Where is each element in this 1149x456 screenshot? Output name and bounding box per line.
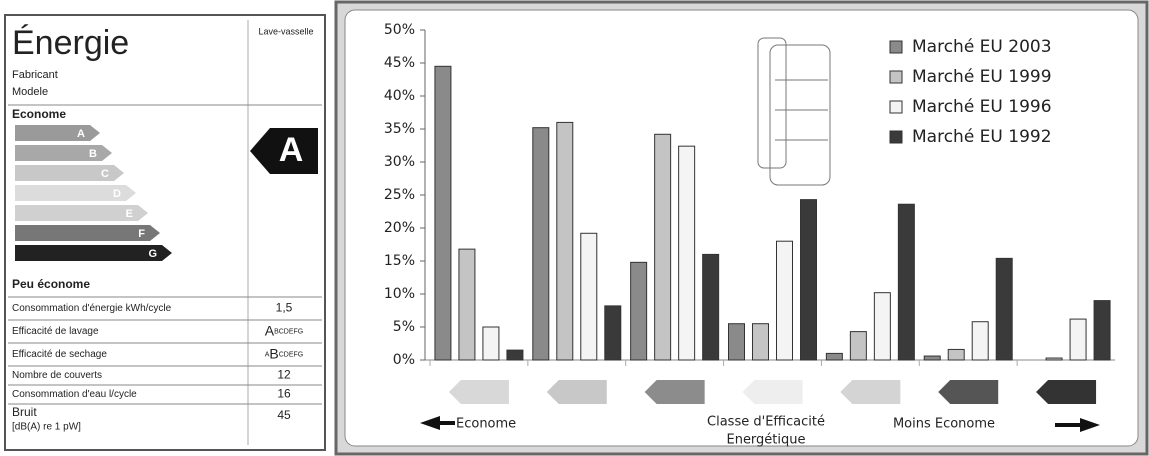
bar [777, 241, 793, 360]
class-arrow [743, 380, 803, 404]
bar [557, 122, 573, 360]
row-value: 1,5 [276, 301, 293, 315]
bar [581, 233, 597, 360]
bar [533, 128, 549, 360]
bar [996, 258, 1012, 360]
class-arrow [449, 380, 509, 404]
page: Énergie Lave-vasselle Fabricant Modele E… [0, 0, 1149, 456]
grade: B [269, 345, 278, 361]
bar [924, 356, 940, 360]
bar [850, 332, 866, 360]
class-bar [15, 125, 100, 141]
bar [655, 134, 671, 360]
class-letter: F [138, 228, 145, 240]
legend-label: Marché EU 1996 [912, 97, 1052, 117]
legend-label: Marché EU 1992 [912, 127, 1052, 147]
class-bar [15, 145, 112, 161]
bar [801, 200, 817, 360]
bar [483, 327, 499, 360]
grade-scale: CDEFG [279, 351, 304, 358]
row-label: Nombre de couverts [12, 370, 102, 381]
y-tick-label: 5% [393, 319, 415, 335]
bar [435, 66, 451, 360]
annotation-right: Moins Econome [893, 417, 995, 432]
efficient-label: Econome [12, 107, 66, 121]
class-arrow [547, 380, 607, 404]
bar [898, 204, 914, 360]
legend-label: Marché EU 1999 [912, 67, 1052, 87]
class-letter: D [113, 188, 121, 200]
legend-swatch [890, 71, 902, 83]
x-axis-label: Classe d'Efficacité [707, 415, 825, 430]
bar [507, 350, 523, 360]
class-arrow [645, 380, 705, 404]
y-tick-label: 25% [384, 187, 415, 203]
class-letter: G [148, 248, 157, 260]
bar [703, 254, 719, 360]
legend-swatch [890, 131, 902, 143]
energy-label: Énergie Lave-vasselle Fabricant Modele E… [5, 15, 325, 450]
bar [679, 146, 695, 360]
class-arrow [840, 380, 900, 404]
row-sublabel: [dB(A) re 1 pW] [12, 422, 81, 433]
class-arrow [938, 380, 998, 404]
x-axis-label: Energétique [726, 433, 805, 448]
bar [753, 324, 769, 360]
legend-swatch [890, 41, 902, 53]
bar [1046, 358, 1062, 360]
bar [605, 306, 621, 360]
bar [459, 249, 475, 360]
y-tick-label: 30% [384, 154, 415, 170]
label-title: Énergie [12, 24, 129, 62]
y-tick-label: 35% [384, 121, 415, 137]
y-tick-label: 20% [384, 220, 415, 236]
grade-scale: BCDEFG [274, 328, 303, 335]
row-value: 12 [277, 368, 291, 382]
y-tick-label: 40% [384, 88, 415, 104]
bar [729, 324, 745, 360]
maker-label: Fabricant [12, 69, 58, 81]
y-tick-label: 45% [384, 55, 415, 71]
y-tick-label: 15% [384, 253, 415, 269]
model-label: Modele [12, 86, 48, 98]
annotation-left: Econome [456, 417, 516, 432]
class-arrow [1036, 380, 1096, 404]
inefficient-label: Peu économe [12, 277, 90, 291]
class-letter: E [126, 208, 133, 220]
class-letter: B [89, 148, 97, 160]
bar [972, 322, 988, 360]
appliance: Lave-vasselle [258, 26, 313, 36]
rating: A [279, 131, 304, 169]
bar [1094, 301, 1110, 360]
class-letter: C [101, 168, 109, 180]
row-value: 16 [277, 387, 291, 401]
row-label: Efficacité de lavage [12, 326, 99, 337]
bar [874, 293, 890, 360]
legend-swatch [890, 101, 902, 113]
row-label: Bruit [12, 405, 37, 419]
row-label: Consommation d'énergie kWh/cycle [12, 303, 172, 314]
bar [1070, 319, 1086, 360]
row-value: 45 [277, 408, 291, 422]
y-tick-label: 50% [384, 22, 415, 38]
bar [948, 349, 964, 360]
page-canvas: Énergie Lave-vasselle Fabricant Modele E… [0, 0, 1149, 456]
class-letter: A [77, 128, 85, 140]
row-label: Consommation d'eau l/cycle [12, 389, 137, 400]
y-tick-label: 0% [393, 352, 415, 368]
bar [631, 262, 647, 360]
row-label: Efficacité de sechage [12, 349, 107, 360]
legend-label: Marché EU 2003 [912, 37, 1052, 57]
bar [826, 353, 842, 360]
y-tick-label: 10% [384, 286, 415, 302]
